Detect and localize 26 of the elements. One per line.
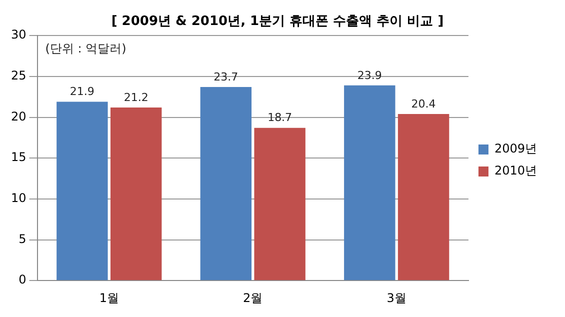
- data-label: 23.7: [214, 70, 238, 84]
- y-tick-label: 20: [10, 109, 26, 124]
- bar: [200, 87, 252, 280]
- data-label: 23.9: [357, 68, 382, 82]
- bar: [398, 114, 450, 280]
- y-tick-label: 10: [10, 191, 26, 206]
- bar: [56, 102, 108, 280]
- chart-title: [ 2009년 & 2010년, 1분기 휴대폰 수출액 추이 비교 ]: [111, 14, 444, 30]
- legend-label: 2010년: [494, 164, 538, 178]
- y-tick-label: 25: [10, 68, 26, 83]
- y-tick-label: 5: [18, 232, 26, 246]
- data-label: 18.7: [268, 111, 292, 124]
- x-tick-label: 2월: [243, 290, 263, 305]
- bar: [254, 128, 306, 280]
- x-tick-label: 3월: [386, 290, 406, 305]
- y-tick-label: 0: [18, 272, 26, 287]
- bar: [110, 107, 162, 280]
- data-label: 20.4: [411, 97, 436, 110]
- y-tick-label: 30: [10, 28, 26, 42]
- data-label: 21.9: [70, 85, 94, 98]
- data-label: 21.2: [124, 90, 148, 104]
- x-tick-label: 1월: [99, 290, 119, 305]
- legend-label: 2009년: [494, 142, 538, 156]
- annotation: (단위 : 억달러): [45, 42, 126, 56]
- bar: [344, 85, 396, 280]
- y-tick-label: 15: [10, 150, 26, 164]
